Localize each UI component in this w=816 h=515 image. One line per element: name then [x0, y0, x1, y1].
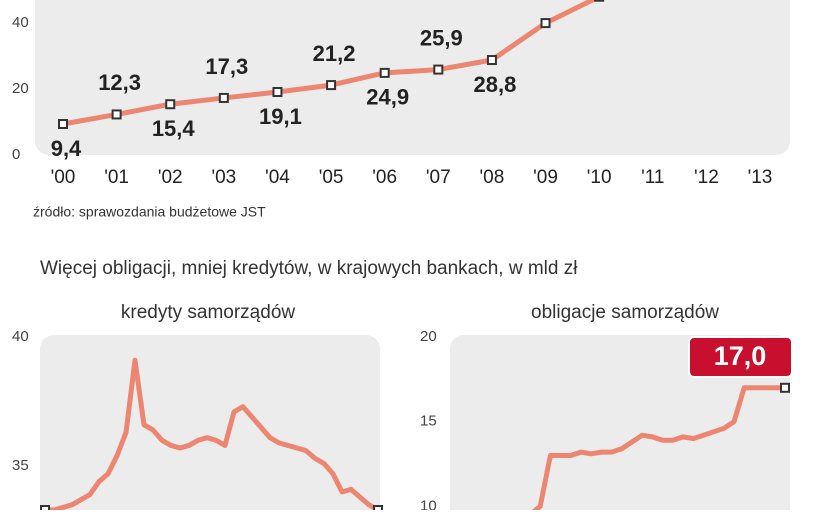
y-tick-label: 20 [12, 80, 29, 97]
heading: Więcej obligacji, mniej kredytów, w kraj… [40, 258, 578, 279]
point-marker [272, 87, 283, 98]
x-tick-label: '10 [587, 167, 612, 188]
series [45, 357, 380, 510]
x-tick-label: '11 [641, 167, 664, 188]
point-marker [540, 18, 551, 29]
y-tick-label: 20 [420, 328, 437, 345]
source: źródło: sprawozdania budżetowe JST [33, 204, 266, 220]
x-tick-label: '04 [265, 167, 290, 188]
data-label: 28,8 [474, 72, 517, 97]
x-tick-label: '13 [748, 167, 773, 188]
data-label: 9,4 [51, 136, 82, 161]
y-tick-label: 0 [12, 146, 20, 163]
x-tick-label: '05 [319, 167, 344, 188]
point-marker [326, 80, 337, 91]
panel [40, 335, 380, 515]
point-marker [373, 505, 383, 515]
y-tick-label: 40 [12, 328, 29, 345]
point-marker [486, 55, 497, 66]
x-tick-label: '06 [372, 167, 397, 188]
point-marker [40, 505, 50, 515]
x-tick-label: '12 [694, 167, 719, 188]
y-tick-label: 40 [12, 14, 29, 31]
y-tick-label: 15 [420, 413, 437, 430]
x-tick-label: '03 [211, 167, 236, 188]
data-label: 12,3 [98, 70, 141, 95]
data-label: 17,0 [714, 341, 767, 371]
data-label: 25,9 [420, 25, 463, 50]
point-marker [433, 64, 444, 75]
label-box [688, 336, 793, 378]
line [531, 385, 785, 510]
data-label: 17,3 [205, 54, 248, 79]
panel [450, 335, 790, 515]
point-marker [379, 67, 390, 78]
panel [35, 0, 790, 155]
data-label: 21,2 [313, 41, 356, 66]
series [531, 385, 785, 510]
y-tick-label: 35 [12, 457, 29, 474]
x-tick-label: '09 [533, 167, 558, 188]
point-marker [111, 109, 122, 120]
data-label: 24,9 [366, 85, 409, 110]
data-label: 15,4 [152, 116, 196, 141]
x-tick-label: '00 [51, 167, 76, 188]
y-tick-label: 10 [420, 497, 437, 510]
chart-title: obligacje samorządów [531, 302, 719, 323]
point-marker [58, 119, 68, 129]
point-marker [780, 382, 790, 393]
x-tick-label: '08 [480, 167, 505, 188]
point-marker [218, 92, 229, 103]
data-label: 19,1 [259, 104, 302, 129]
line [45, 357, 380, 510]
x-tick-label: '01 [104, 167, 129, 188]
series [58, 0, 605, 129]
x-tick-label: '02 [158, 167, 183, 188]
chart-title: kredyty samorządów [121, 302, 296, 323]
point-marker [165, 99, 176, 110]
x-tick-label: '07 [426, 167, 451, 188]
point-marker [594, 0, 605, 2]
